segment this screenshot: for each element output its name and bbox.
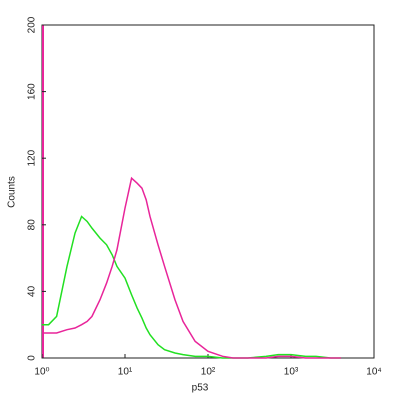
x-tick-label: 10³ <box>284 367 299 378</box>
x-tick-label: 10⁴ <box>366 367 381 378</box>
y-tick-label: 120 <box>27 149 38 166</box>
x-tick-label: 10¹ <box>118 367 133 378</box>
y-tick-label: 0 <box>27 355 38 361</box>
y-tick-label: 160 <box>27 83 38 100</box>
y-tick-label: 200 <box>27 16 38 33</box>
x-tick-label: 10⁰ <box>34 367 49 378</box>
y-axis-label: Counts <box>7 176 18 208</box>
plot-frame <box>41 24 375 359</box>
x-axis-label: p53 <box>192 383 209 394</box>
series-line <box>42 215 341 359</box>
x-tick-label: 10² <box>201 367 216 378</box>
y-tick-label: 40 <box>27 285 38 297</box>
y-tick-label: 80 <box>27 219 38 231</box>
series-line <box>42 176 341 359</box>
